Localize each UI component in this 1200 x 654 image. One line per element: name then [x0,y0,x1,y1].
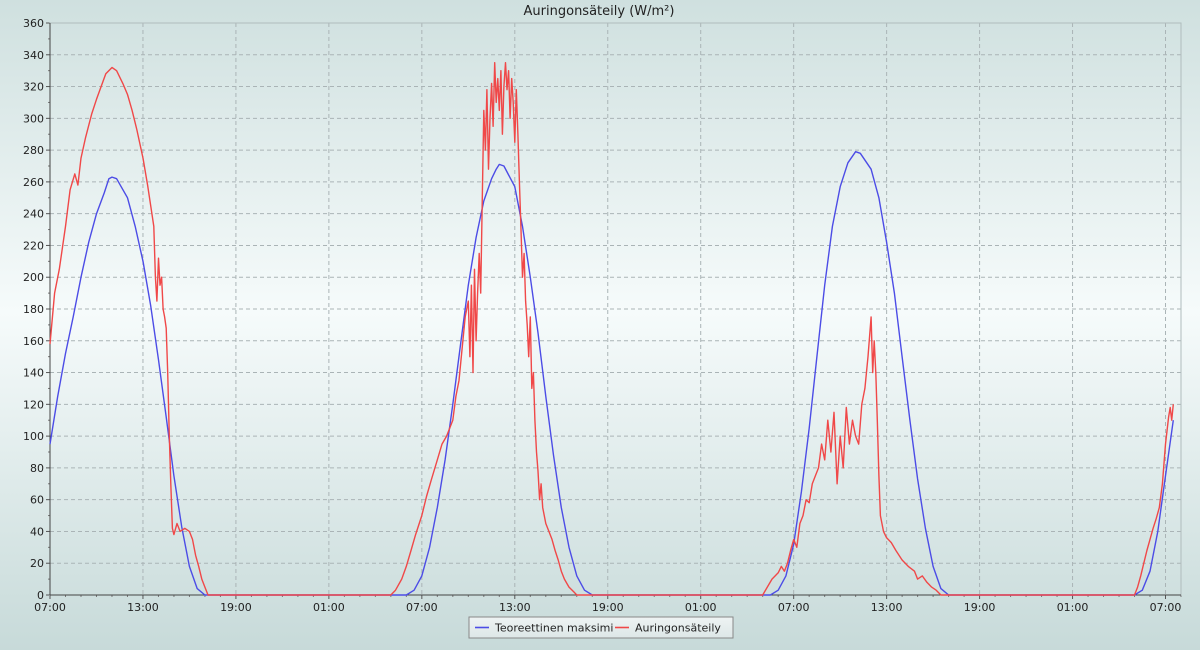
x-tick-label: 07:00 [1150,601,1182,614]
chart-legend: Teoreettinen maksimi Auringonsäteily [468,616,734,639]
y-tick-label: 280 [23,144,44,157]
y-tick-label: 180 [23,303,44,316]
x-tick-label: 01:00 [1057,601,1089,614]
x-tick-label: 19:00 [220,601,252,614]
y-tick-label: 60 [30,494,44,507]
y-tick-label: 360 [23,17,44,30]
x-tick-label: 13:00 [499,601,531,614]
y-tick-label: 160 [23,335,44,348]
y-tick-label: 20 [30,557,44,570]
x-tick-label: 13:00 [871,601,903,614]
legend-label-1: Teoreettinen maksimi [494,622,613,635]
y-tick-label: 40 [30,525,44,538]
series-line-2 [49,62,1174,596]
legend-box [468,616,734,639]
chart-title: Auringonsäteily (W/m²) [524,4,675,19]
y-tick-label: 140 [23,367,44,380]
x-tick-label: 19:00 [592,601,624,614]
x-tick-label: 07:00 [406,601,438,614]
x-tick-label: 13:00 [127,601,159,614]
x-tick-label: 07:00 [34,601,66,614]
y-tick-label: 100 [23,430,44,443]
x-tick-label: 19:00 [964,601,996,614]
y-tick-label: 300 [23,112,44,125]
y-tick-label: 260 [23,176,44,189]
grid-lines [50,22,1181,595]
y-tick-label: 240 [23,208,44,221]
x-tick-label: 07:00 [778,601,810,614]
y-tick-label: 0 [37,589,44,602]
y-tick-label: 120 [23,398,44,411]
y-tick-label: 80 [30,462,44,475]
y-tick-label: 220 [23,239,44,252]
series-line-1 [49,151,1174,596]
x-tick-label: 01:00 [313,601,345,614]
y-tick-label: 320 [23,81,44,94]
series-lines [49,62,1174,596]
legend-label-2: Auringonsäteily [635,622,721,635]
y-tick-label: 340 [23,49,44,62]
y-tick-label: 200 [23,271,44,284]
x-tick-label: 01:00 [685,601,717,614]
